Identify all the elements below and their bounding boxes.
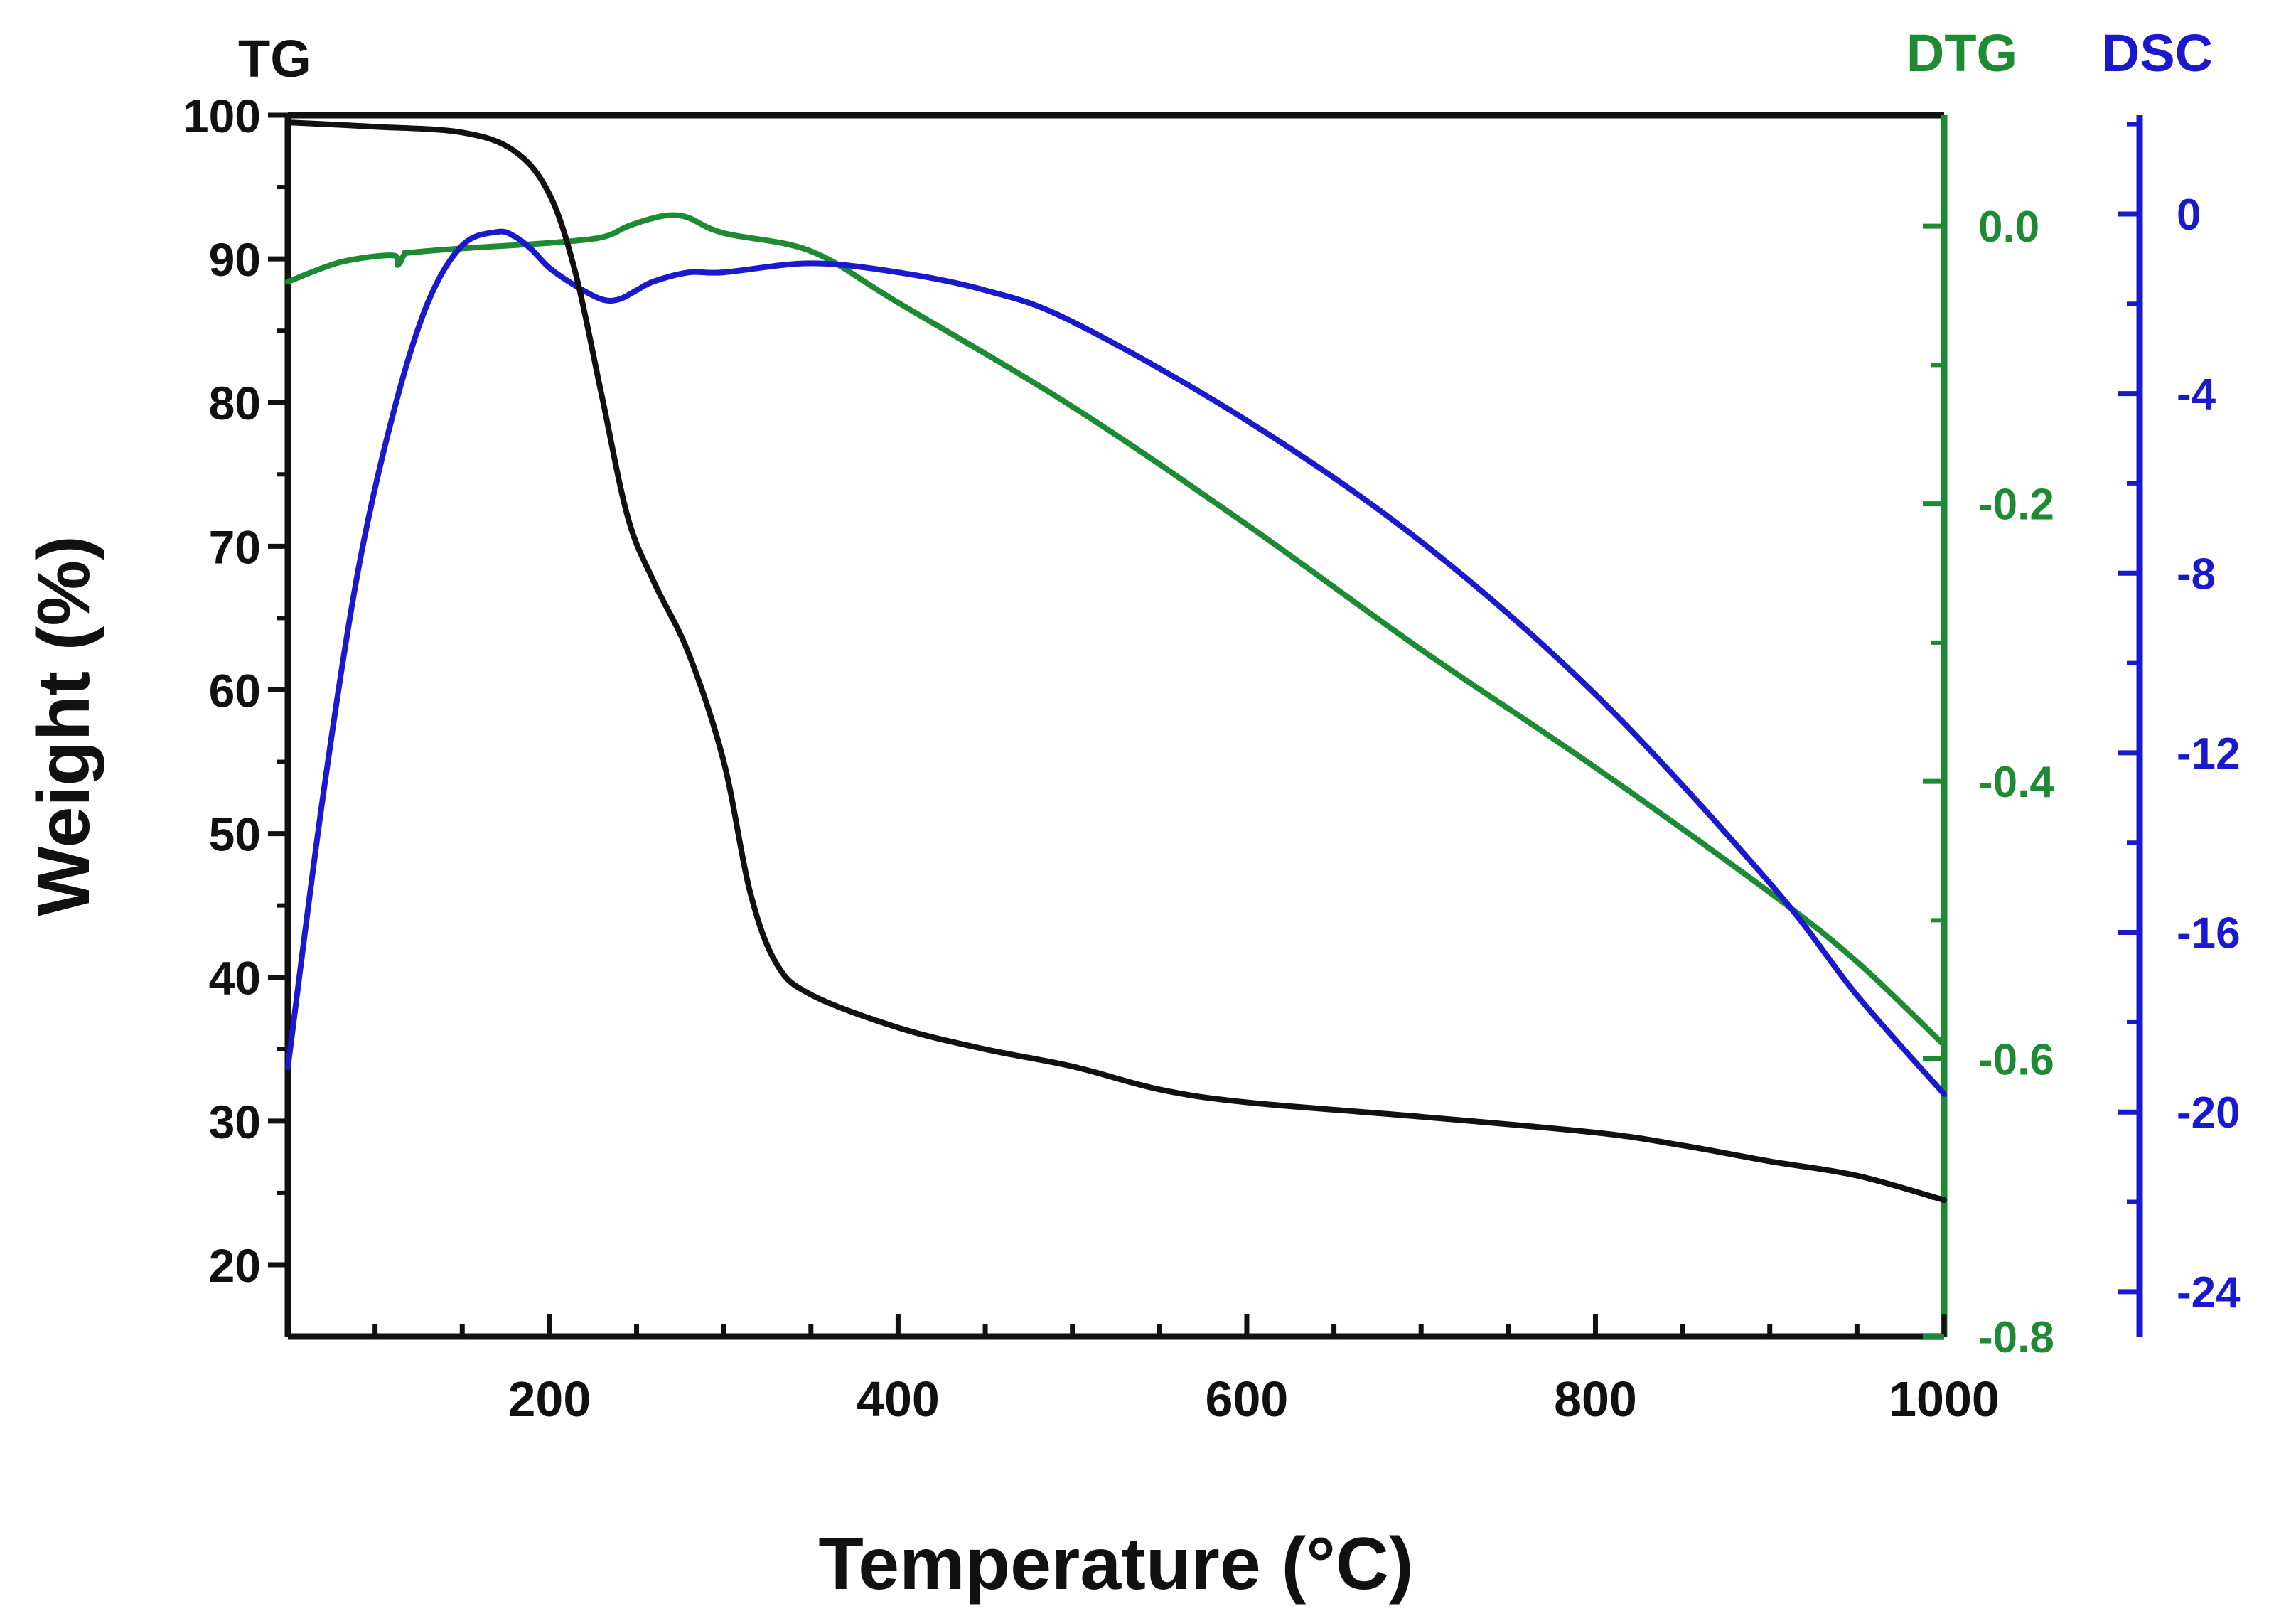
left-tick-label: 30 [209,1096,261,1148]
dsc-tick-label: -16 [2177,909,2241,958]
tg-series-line [285,119,1947,1203]
left-tick-label: 20 [209,1239,261,1292]
dtg-series-line [285,212,1947,1048]
dsc-tick-label: -8 [2177,550,2216,599]
dtg-corner-label: DTG [1906,23,2017,82]
y-axis-title: Weight (%) [23,535,105,916]
x-tick-label: 400 [857,1371,940,1427]
x-tick-label: 200 [508,1371,591,1427]
dsc-tick-label: -24 [2177,1268,2241,1317]
dtg-tick-label: -0.4 [1978,758,2054,807]
x-tick-label: 600 [1206,1371,1289,1427]
dsc-corner-label: DSC [2102,23,2213,82]
tick-layer: 200 400 600 800 1000 20 30 40 50 60 70 80 90 100 0.0 -0… [183,90,2241,1427]
left-tick-label: 50 [209,808,261,861]
left-tick-label: 40 [209,952,261,1005]
left-tick-label: 80 [209,377,261,429]
x-axis-title: Temperature (°C) [818,1523,1413,1605]
dsc-tick-label: -20 [2177,1088,2241,1138]
dtg-tick-label: -0.6 [1978,1036,2054,1085]
dsc-tick-label: -12 [2177,729,2241,778]
x-tick-label: 1000 [1889,1371,2000,1427]
left-tick-label: 70 [209,520,261,573]
dtg-tick-label: 0.0 [1978,203,2039,252]
dsc-tick-label: 0 [2177,191,2201,240]
dsc-tick-label: -4 [2177,370,2216,419]
tg-corner-label: TG [238,29,311,88]
left-tick-label: 60 [209,664,261,717]
dsc-series-line [285,228,1947,1097]
dtg-tick-label: -0.2 [1978,481,2054,530]
x-tick-label: 800 [1554,1371,1637,1427]
left-tick-label: 90 [209,233,261,286]
dtg-tick-label: -0.8 [1978,1313,2054,1362]
series-layer [285,119,1947,1203]
left-tick-label: 100 [183,90,261,142]
